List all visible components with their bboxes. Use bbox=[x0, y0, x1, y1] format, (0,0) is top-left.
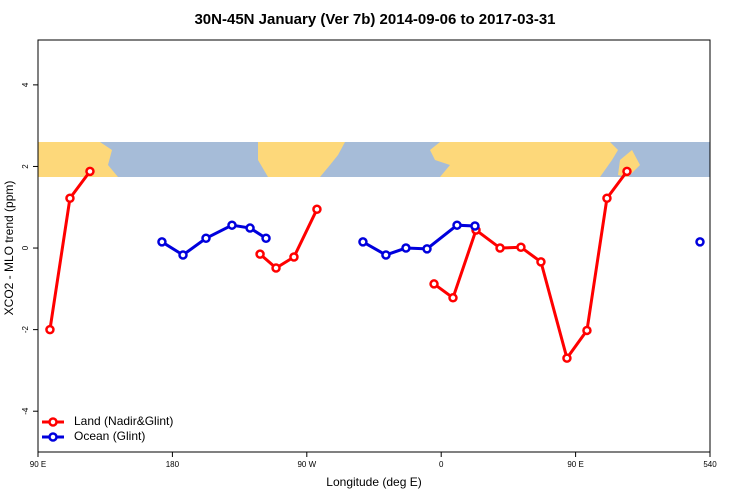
y-tick-label: -2 bbox=[21, 326, 30, 334]
legend-marker bbox=[48, 417, 58, 427]
point bbox=[85, 166, 95, 177]
point bbox=[245, 223, 255, 233]
point bbox=[695, 237, 705, 247]
point bbox=[358, 237, 368, 247]
point bbox=[312, 204, 322, 215]
point bbox=[536, 257, 546, 267]
point bbox=[429, 279, 439, 289]
map-band bbox=[38, 142, 710, 177]
point bbox=[516, 242, 526, 252]
point bbox=[422, 244, 432, 254]
plot-frame bbox=[37, 39, 711, 453]
point bbox=[157, 237, 167, 247]
point bbox=[452, 220, 462, 230]
point bbox=[582, 325, 592, 336]
x-axis-label: Longitude (deg E) bbox=[326, 475, 421, 489]
point bbox=[401, 243, 411, 253]
point bbox=[65, 193, 75, 204]
x-tick-label: 90 E bbox=[30, 460, 46, 469]
x-tick-label: 90 W bbox=[297, 460, 316, 469]
point bbox=[289, 252, 299, 262]
legend-label: Land (Nadir&Glint) bbox=[74, 414, 173, 428]
legend-marker bbox=[48, 432, 58, 442]
point bbox=[255, 249, 265, 259]
chart-title: 30N-45N January (Ver 7b) 2014-09-06 to 2… bbox=[194, 11, 555, 28]
x-tick-label: 180 bbox=[166, 460, 180, 469]
x-tick-label: 540 bbox=[703, 460, 717, 469]
y-tick-label: 0 bbox=[21, 245, 30, 250]
point bbox=[227, 220, 237, 230]
legend-label: Ocean (Glint) bbox=[74, 429, 145, 443]
y-axis-label: XCO2 - MLO trend (ppm) bbox=[2, 181, 16, 316]
x-tick-label: 90 E bbox=[567, 460, 583, 469]
point bbox=[178, 250, 188, 260]
x-tick-label: 0 bbox=[439, 460, 444, 469]
y-tick-label: 4 bbox=[21, 82, 30, 87]
point bbox=[201, 233, 211, 243]
point bbox=[45, 324, 55, 335]
point bbox=[622, 166, 632, 177]
point bbox=[495, 243, 505, 253]
point bbox=[562, 353, 572, 363]
point bbox=[602, 193, 612, 204]
point bbox=[448, 293, 458, 303]
y-tick-label: -4 bbox=[21, 407, 30, 415]
point bbox=[271, 263, 281, 273]
point bbox=[381, 250, 391, 260]
point bbox=[261, 233, 271, 243]
point bbox=[470, 221, 480, 231]
y-tick-label: 2 bbox=[21, 164, 30, 169]
